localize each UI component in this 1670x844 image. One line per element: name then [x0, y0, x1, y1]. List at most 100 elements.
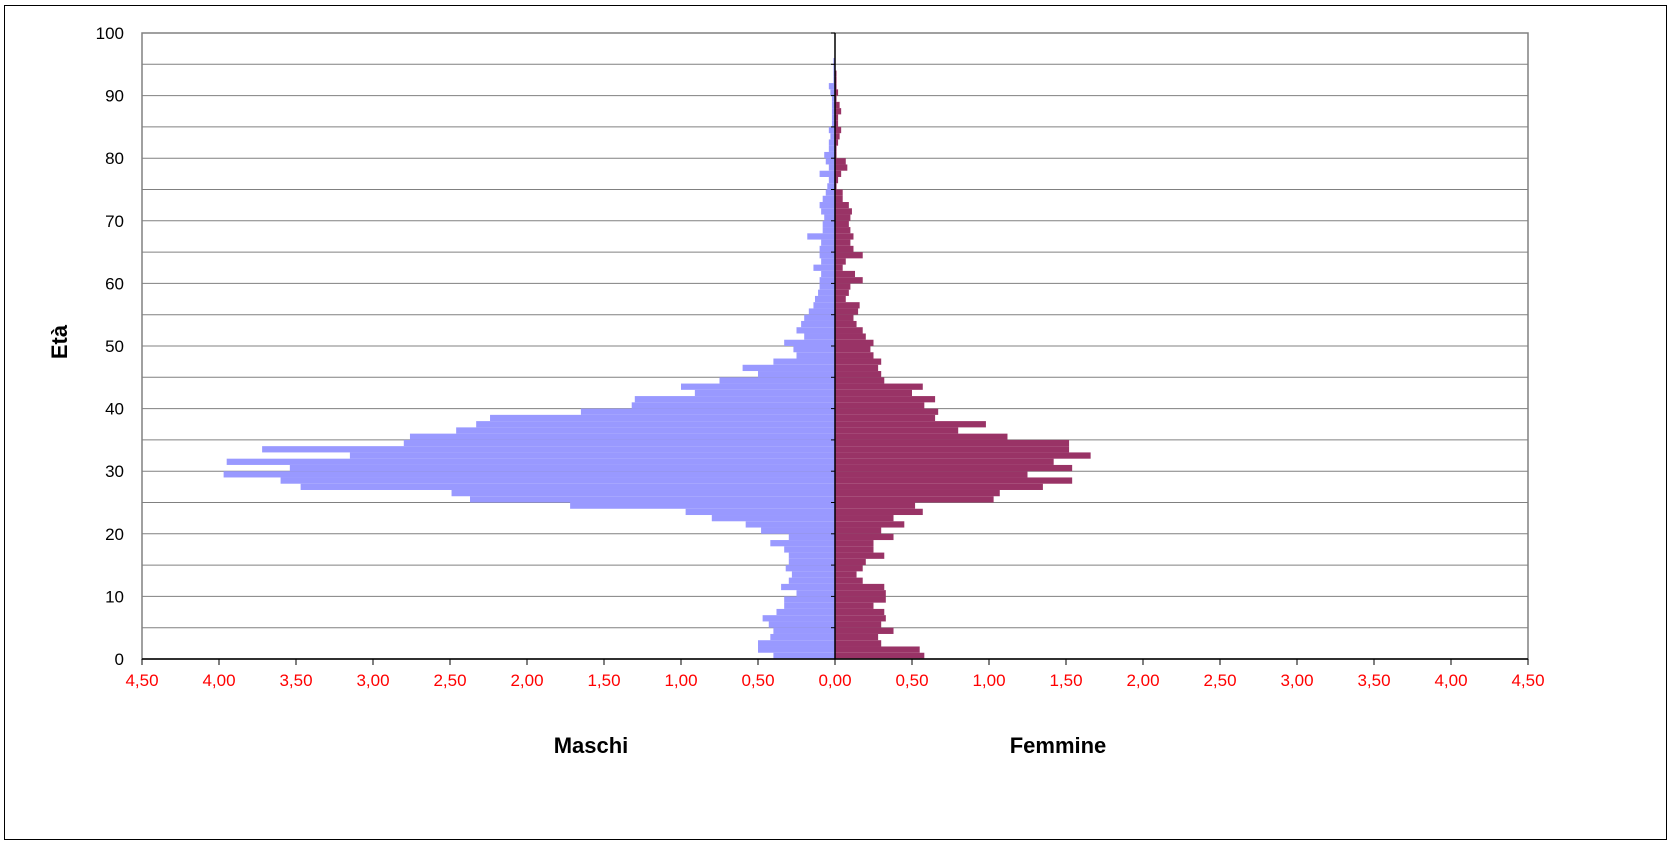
male-bar — [831, 114, 835, 121]
female-bar — [835, 414, 936, 422]
x-axis-title-females: Femmine — [1010, 733, 1107, 758]
male-bar — [226, 458, 835, 465]
male-bar — [403, 439, 835, 447]
y-tick-label: 80 — [105, 149, 124, 168]
male-bar — [801, 320, 835, 328]
female-bar — [835, 289, 849, 296]
male-bar — [776, 608, 835, 616]
male-bar — [796, 590, 835, 597]
male-bar — [833, 70, 835, 77]
x-tick-label: 1,50 — [1049, 671, 1082, 690]
x-tick-label: 2,50 — [1203, 671, 1236, 690]
x-tick-labels: 4,50 4,00 3,50 3,00 2,50 2,00 1,50 1,00 0,50 0,00… — [125, 659, 1545, 690]
female-bar — [835, 464, 1073, 472]
female-bar — [835, 389, 912, 397]
male-bar — [819, 170, 835, 177]
male-bar — [768, 621, 835, 628]
male-bar — [456, 427, 835, 434]
female-bar — [835, 158, 846, 165]
female-bar — [835, 101, 840, 109]
male-bar — [773, 358, 835, 365]
female-bar — [835, 483, 1043, 490]
male-bar — [490, 414, 835, 422]
x-tick-label: 0,00 — [818, 671, 851, 690]
female-bar — [835, 133, 840, 140]
male-bar — [711, 515, 835, 522]
female-bar — [835, 120, 839, 127]
y-axis-title: Età — [47, 324, 72, 359]
y-tick-labels: 0 10 20 30 40 50 60 70 80 90 100 — [96, 24, 124, 669]
male-bar — [781, 583, 835, 591]
female-bar — [835, 70, 837, 77]
male-bar — [289, 464, 836, 472]
y-tick-label: 40 — [105, 400, 124, 419]
x-tick-label: 4,50 — [1511, 671, 1544, 690]
male-bar — [828, 176, 835, 184]
male-bar — [804, 333, 835, 340]
female-bar — [835, 108, 842, 115]
female-bar — [835, 333, 866, 340]
female-bar — [835, 233, 854, 240]
male-bar — [262, 446, 835, 453]
female-bar — [835, 295, 846, 303]
female-bar — [835, 571, 857, 578]
female-bar — [835, 320, 857, 328]
male-bar — [824, 214, 835, 221]
female-bar — [835, 590, 886, 597]
female-bar — [835, 126, 842, 134]
male-bar — [300, 483, 835, 490]
female-bar — [835, 352, 874, 359]
female-bar — [835, 608, 885, 616]
male-bar — [825, 189, 835, 196]
male-bar — [819, 277, 835, 284]
female-bar — [835, 358, 882, 365]
male-bar — [825, 158, 835, 165]
female-bar — [835, 627, 894, 634]
x-tick-label: 1,00 — [972, 671, 1005, 690]
female-bar — [835, 583, 885, 591]
x-tick-label: 2,50 — [433, 671, 466, 690]
x-tick-label: 0,50 — [741, 671, 774, 690]
female-bar — [835, 189, 843, 196]
male-bar — [793, 346, 835, 353]
female-bar — [835, 615, 886, 622]
female-bar — [835, 421, 986, 428]
female-bar — [835, 252, 863, 259]
female-bar — [835, 427, 959, 434]
male-bar — [280, 477, 836, 484]
male-bar — [788, 577, 835, 584]
male-bar — [828, 139, 835, 146]
x-tick-label: 3,50 — [1357, 671, 1390, 690]
x-tick-label: 2,00 — [510, 671, 543, 690]
male-bar — [631, 402, 835, 409]
female-bar — [835, 339, 874, 346]
female-bar — [835, 439, 1070, 447]
female-bar — [835, 95, 837, 102]
male-bar — [819, 245, 835, 253]
female-bar — [835, 558, 866, 566]
male-bar — [788, 552, 835, 559]
male-bar — [761, 527, 835, 534]
male-bar — [813, 264, 835, 271]
female-bar — [835, 452, 1091, 459]
male-bar — [742, 364, 835, 372]
male-bar — [831, 95, 835, 102]
male-bar — [788, 533, 835, 541]
male-bar — [745, 521, 835, 528]
female-bar — [835, 214, 851, 221]
male-bar — [831, 108, 835, 115]
male-bar — [770, 633, 835, 641]
male-bar — [807, 233, 835, 240]
male-bar — [828, 83, 835, 90]
female-bar — [835, 314, 854, 321]
male-bar — [819, 252, 835, 259]
male-bar — [470, 496, 835, 503]
male-bar — [819, 283, 835, 290]
male-bar — [349, 452, 835, 459]
male-bar — [813, 302, 835, 309]
male-bar — [784, 596, 835, 603]
female-bar — [835, 489, 1000, 497]
female-bar — [835, 515, 894, 522]
male-bar — [770, 540, 835, 547]
male-bar — [831, 101, 835, 109]
